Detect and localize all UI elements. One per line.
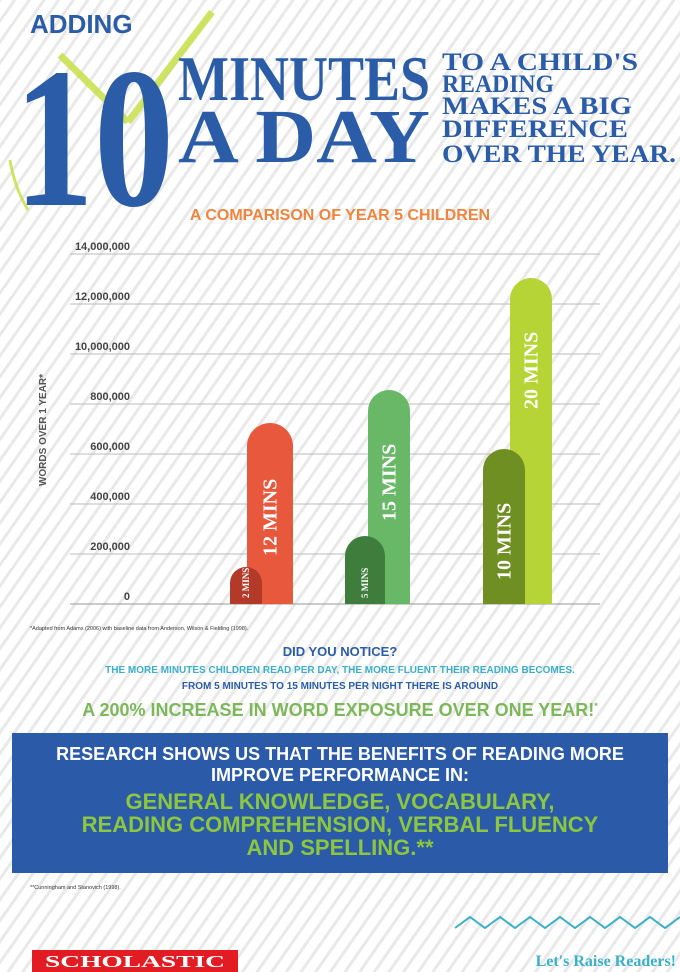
y-tick-label: 200,000 [90, 541, 130, 553]
tagline-line: DIFFERENCE [442, 116, 628, 143]
header-a-day: A DAY [178, 95, 430, 179]
research-benefit: GENERAL KNOWLEDGE, VOCABULARY, [125, 789, 554, 814]
tagline-line: OVER THE YEAR. [442, 141, 676, 168]
y-tick-label: 0 [124, 591, 130, 603]
notice-highlight: A 200% INCREASE IN WORD EXPOSURE OVER ON… [82, 700, 598, 720]
notice-line: THE MORE MINUTES CHILDREN READ PER DAY, … [105, 665, 575, 676]
brand: SCHOLASTIC [45, 952, 225, 971]
chart: 0 200,000 400,000 600,000 800,000 10,000,000 1… [70, 241, 600, 604]
research-benefit: READING COMPREHENSION, VERBAL FLUENCY [82, 812, 599, 837]
infographic: ADDING 10 MINUTES A DAY TO A CHILD'SREAD… [0, 0, 680, 972]
page: ADDING 10 MINUTES A DAY TO A CHILD'SREAD… [0, 0, 680, 972]
y-tick-label: 14,000,000 [75, 241, 130, 253]
y-tick-label: 400,000 [90, 491, 130, 503]
bar-label: 5 MINS [360, 568, 370, 598]
research-line: IMPROVE PERFORMANCE IN: [211, 765, 469, 785]
y-tick-label: 600,000 [90, 441, 130, 453]
research-benefit: AND SPELLING.** [246, 835, 433, 860]
y-tick-label: 800,000 [90, 391, 130, 403]
y-tick-label: 12,000,000 [75, 291, 130, 303]
highlight-text: A 200% INCREASE IN WORD EXPOSURE OVER ON… [82, 700, 594, 720]
bar-label: 12 MINS [260, 479, 282, 556]
highlight-mark: * [594, 701, 598, 711]
bar-label: 2 MINS [241, 568, 251, 598]
zigzag [455, 917, 680, 928]
chart-source: *Adapted from Adams (2006) with baseline… [30, 626, 249, 632]
slogan: Let's Raise Readers! [536, 953, 676, 970]
y-tick-label: 10,000,000 [75, 341, 130, 353]
research-line: RESEARCH SHOWS US THAT THE BENEFITS OF R… [56, 744, 624, 764]
notice-line: FROM 5 MINUTES TO 15 MINUTES PER NIGHT T… [182, 681, 498, 692]
y-axis-label: WORDS OVER 1 YEAR* [38, 374, 49, 486]
bar-label: 20 MINS [521, 332, 543, 409]
bar-label: 10 MINS [494, 503, 516, 580]
notice-heading: DID YOU NOTICE? [283, 644, 398, 659]
chart-title: A COMPARISON OF YEAR 5 CHILDREN [190, 207, 490, 224]
footnote: **Cunningham and Stanovich (1998). [30, 885, 121, 891]
header-number: 10 [14, 28, 174, 249]
bar-label: 15 MINS [379, 444, 401, 521]
